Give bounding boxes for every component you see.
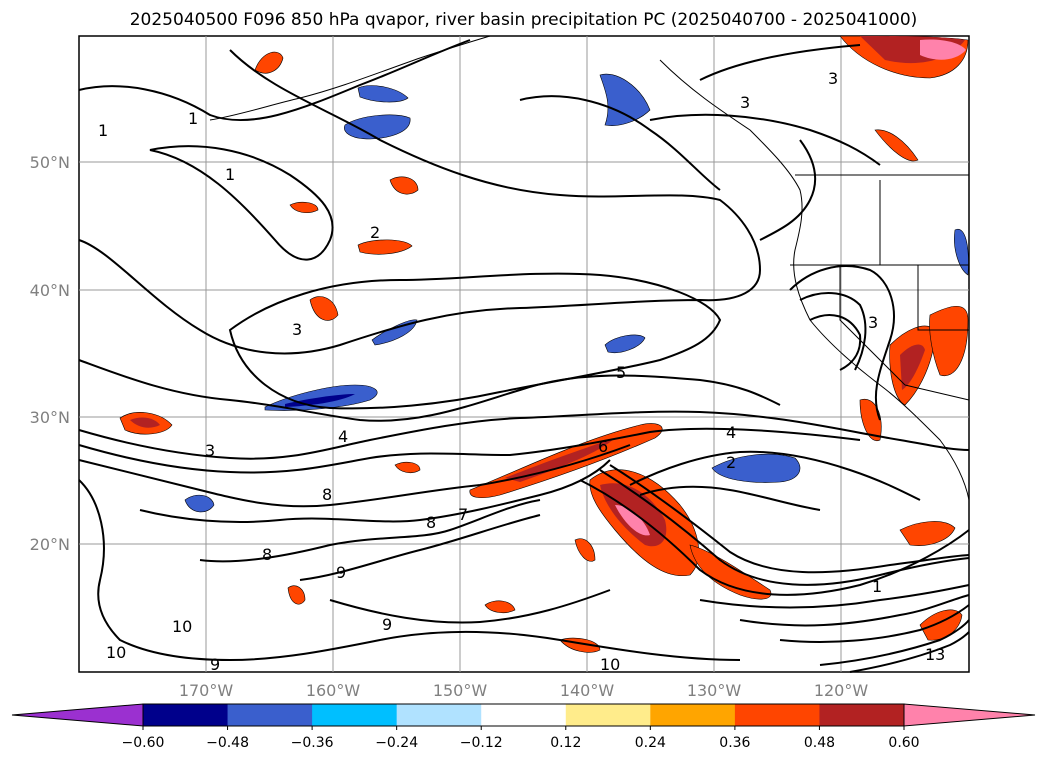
- contour-label: 3: [868, 313, 878, 332]
- contour-label: 3: [828, 69, 838, 88]
- map-frame: [78, 35, 970, 673]
- contour-label: 3: [740, 93, 750, 112]
- contour-label: 2: [370, 223, 380, 242]
- contour-label: 2: [726, 453, 736, 472]
- graticule: [79, 36, 969, 672]
- lon-label-160w: 160°W: [306, 681, 361, 700]
- lon-label-170w: 170°W: [179, 681, 234, 700]
- lon-label-140w: 140°W: [560, 681, 615, 700]
- contour-label: 10: [106, 643, 126, 662]
- contour-label: 6: [598, 437, 608, 456]
- positive-precip-patches: [119, 35, 969, 653]
- colorbar-tick-label: 0.24: [635, 735, 666, 751]
- figure-title: 2025040500 F096 850 hPa qvapor, river ba…: [129, 10, 918, 30]
- colorbar-cell: [143, 704, 229, 726]
- contour-label: 1: [98, 121, 108, 140]
- lon-label-150w: 150°W: [433, 681, 488, 700]
- contour-label: 4: [726, 423, 736, 442]
- colorbar-cell: [565, 704, 651, 726]
- contour-label: 8: [426, 513, 436, 532]
- colorbar-cell: [312, 704, 398, 726]
- contour-label: 5: [616, 363, 626, 382]
- coastlines-borders: [209, 35, 970, 501]
- contour-label: 13: [925, 645, 945, 664]
- contour-label: 4: [338, 427, 348, 446]
- colorbar-cells: [11, 703, 1036, 727]
- contour-label: 3: [205, 441, 215, 460]
- lon-label-120w: 120°W: [814, 681, 869, 700]
- contour-label: 1: [225, 165, 235, 184]
- colorbar-tick-label: −0.24: [375, 735, 418, 751]
- contour-label: 8: [262, 545, 272, 564]
- lon-label-130w: 130°W: [687, 681, 742, 700]
- contour-label: 9: [210, 655, 220, 674]
- colorbar-cell: [227, 704, 313, 726]
- contour-label: 1: [188, 109, 198, 128]
- contour-label: 8: [322, 485, 332, 504]
- contour-label: 1: [872, 577, 882, 596]
- colorbar-cell: [396, 704, 482, 726]
- colorbar-cell: [481, 704, 567, 726]
- lat-label-40n: 40°N: [30, 281, 70, 300]
- colorbar-cell: [734, 704, 820, 726]
- lat-label-50n: 50°N: [30, 153, 70, 172]
- contour-label: 3: [292, 320, 302, 339]
- contour-label: 9: [336, 563, 346, 582]
- colorbar-tick-label: 0.36: [719, 735, 750, 751]
- longitude-labels: 170°W 160°W 150°W 140°W 130°W 120°W: [179, 681, 869, 700]
- colorbar-extend-high: [903, 703, 1036, 727]
- colorbar-extend-low: [11, 703, 144, 727]
- contour-labels: 1 1 1 2 3 3 3 3 4 5 6 7 8 8 8 9 9 9 10 1…: [98, 69, 945, 674]
- colorbar-tick-label: 0.12: [550, 735, 581, 751]
- latitude-labels: 50°N 40°N 30°N 20°N: [30, 153, 70, 554]
- qvapor-contours: [78, 39, 970, 673]
- contour-label: 10: [172, 617, 192, 636]
- colorbar-border: [142, 703, 905, 727]
- colorbar-ticks: −0.60 −0.48 −0.36 −0.24 −0.12 0.12 0.24 0.36 0.4…: [122, 726, 920, 751]
- contour-label: 7: [458, 505, 468, 524]
- colorbar-tick-label: 0.60: [888, 735, 919, 751]
- negative-precip-patches: [184, 73, 969, 513]
- colorbar: −0.60 −0.48 −0.36 −0.24 −0.12 0.12 0.24 0.36 0.4…: [11, 703, 1036, 751]
- contour-label: 9: [382, 615, 392, 634]
- colorbar-tick-label: −0.36: [291, 735, 334, 751]
- colorbar-tick-label: −0.60: [122, 735, 165, 751]
- colorbar-cell: [650, 704, 736, 726]
- colorbar-tick-label: −0.48: [206, 735, 249, 751]
- colorbar-tick-label: 0.48: [804, 735, 835, 751]
- lat-label-20n: 20°N: [30, 535, 70, 554]
- colorbar-tick-label: −0.12: [460, 735, 503, 751]
- colorbar-cell: [819, 704, 905, 726]
- lat-label-30n: 30°N: [30, 408, 70, 427]
- contour-label: 10: [600, 655, 620, 674]
